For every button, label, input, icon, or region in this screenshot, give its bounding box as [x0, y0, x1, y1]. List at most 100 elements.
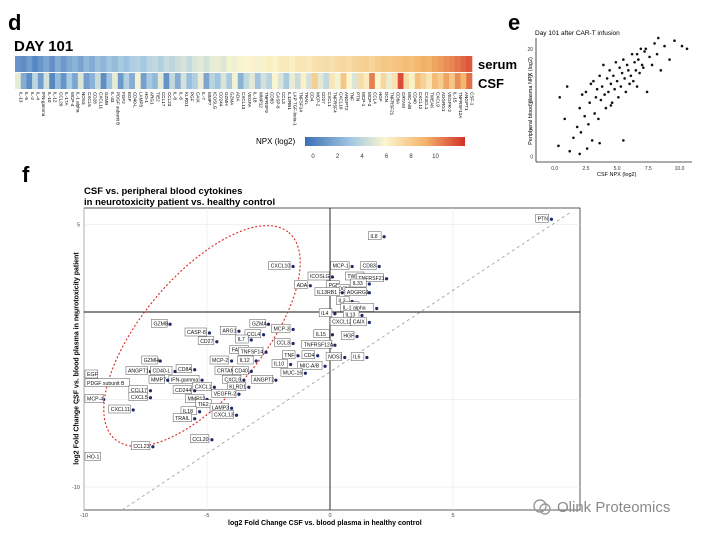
- scatter-e-point: [624, 90, 628, 94]
- heatmap-cell-serum: [129, 56, 136, 72]
- heatmap-analyte-label: GZMB: [104, 92, 109, 105]
- scatter-f-label-box: [271, 359, 288, 368]
- heatmap-cell-csf: [272, 73, 279, 89]
- scatter-f-point: [261, 333, 266, 337]
- heatmap-analyte-label: VEGFR-2: [447, 92, 452, 112]
- heatmap-cell-serum: [106, 56, 113, 72]
- scatter-f-label-box: [271, 324, 291, 333]
- scatter-e-title: Day 101 after CAR-T infusion: [535, 30, 620, 37]
- heatmap-cell-serum: [77, 56, 84, 72]
- scatter-e-point: [585, 147, 589, 150]
- heatmap-cell-serum: [260, 56, 267, 72]
- heatmap-cell-serum: [94, 56, 101, 72]
- heatmap-analyte-labels: IL-13 IL-5 IL-2 IL-4 IFN-gamma IL-10 IL-12 CCL2…: [18, 92, 474, 126]
- heatmap-cell-csf: [26, 73, 33, 89]
- heatmap-cell-csf: [32, 73, 39, 89]
- heatmap-analyte-label: CD244: [218, 92, 223, 107]
- scatter-f-point: [200, 378, 204, 382]
- heatmap-analyte-label: TWEAK: [430, 92, 435, 109]
- heatmap-cell-csf: [277, 73, 284, 89]
- scatter-e-point: [589, 82, 593, 86]
- scatter-f-label: IL18: [183, 409, 193, 415]
- scatter-f-label: CCL4: [247, 332, 260, 338]
- scatter-f-label-box: [192, 382, 212, 391]
- heatmap-analyte-label: IL-1 alpha: [75, 92, 80, 113]
- scatter-e-point: [558, 96, 562, 99]
- heatmap-cell-csf: [409, 73, 416, 89]
- heatmap-cell-csf: [249, 73, 256, 89]
- scatter-e-point: [592, 79, 595, 83]
- heatmap-cell-serum: [357, 56, 364, 72]
- heatmap-cell-serum: [226, 56, 233, 72]
- scatter-f-label: IL12: [240, 358, 250, 364]
- heatmap-cell-serum: [294, 56, 301, 72]
- scatter-f-label: EGF: [87, 372, 98, 378]
- scatter-f-point: [254, 359, 258, 363]
- scatter-e-point: [659, 69, 663, 72]
- heatmap-cell-csf: [329, 73, 336, 89]
- heatmap-analyte-label: CXCL1: [327, 92, 332, 107]
- scatter-f-point: [296, 354, 300, 358]
- scatter-e-point: [590, 139, 594, 142]
- scatter-f-label-box: [282, 350, 296, 359]
- heatmap-cell-serum: [466, 56, 473, 72]
- scatter-e-point: [583, 114, 586, 118]
- scatter-f-title-line2: in neurotoxicity patient vs. healthy con…: [84, 197, 276, 208]
- scatter-f-label-box: [108, 404, 131, 414]
- heatmap-cell-csf: [369, 73, 376, 89]
- heatmap-analyte-label: LAP TGF-beta-1: [293, 92, 298, 126]
- colorbar-tick: 0: [311, 154, 315, 160]
- scatter-f-label-box: [175, 364, 192, 373]
- scatter-f-label: CD83: [363, 264, 376, 270]
- scatter-f-point: [249, 369, 253, 374]
- scatter-f-point: [350, 264, 354, 269]
- heatmap-cell-serum: [117, 56, 124, 72]
- heatmap-cell-csf: [254, 73, 261, 89]
- scatter-e-x-tick: 7.5: [645, 166, 652, 172]
- heatmap-cell-csf: [454, 73, 461, 89]
- scatter-f-label: HGF: [343, 334, 354, 340]
- heatmap-cell-serum: [214, 56, 221, 72]
- scatter-e-point: [565, 85, 569, 88]
- scatter-f-x-tick: 5: [451, 513, 454, 519]
- heatmap-cell-csf: [15, 73, 22, 89]
- heatmap-cell-serum: [232, 56, 239, 72]
- heatmap-cell-csf: [169, 73, 176, 89]
- scatter-f-label-box: [184, 327, 207, 337]
- heatmap-cell-csf: [134, 73, 141, 89]
- scatter-f-label: CXCL1: [195, 384, 212, 390]
- scatter-f-label: ARG1: [222, 328, 236, 334]
- scatter-f-label: CD27: [200, 339, 213, 345]
- scatter-e-point: [614, 60, 618, 64]
- heatmap-analyte-label: IL-6: [178, 92, 183, 100]
- scatter-f-label: IL8: [370, 234, 377, 240]
- heatmap-cell-csf: [192, 73, 199, 89]
- scatter-f-point: [330, 333, 335, 337]
- scatter-f-point: [377, 264, 381, 269]
- watermark: Olink Proteomics: [532, 497, 670, 517]
- scatter-e-point: [609, 82, 613, 86]
- scatter-e-point: [603, 93, 606, 96]
- scatter-e-point: [619, 85, 623, 88]
- heatmap-cell-serum: [449, 56, 456, 72]
- scatter-e-point: [623, 77, 626, 80]
- scatter-f-label-box: [274, 338, 291, 347]
- heatmap-cell-csf: [386, 73, 393, 89]
- heatmap-cell-csf: [340, 73, 347, 89]
- scatter-f-label: CAIX: [353, 320, 366, 326]
- heatmap-cell-csf: [146, 73, 153, 89]
- scatter-f-label-box: [172, 385, 192, 394]
- scatter-f-label: PGF: [329, 283, 340, 289]
- heatmap-analyte-label: TNFRSF4: [333, 92, 338, 113]
- heatmap-cell-csf: [220, 73, 227, 89]
- scatter-f-label-box: [301, 340, 333, 349]
- scatter-f-label: CXCL12: [332, 320, 352, 326]
- scatter-f-label-box: [294, 280, 308, 289]
- heatmap-csf-row: [15, 73, 473, 89]
- scatter-e-points: [557, 36, 689, 156]
- scatter-e-point: [568, 149, 571, 153]
- heatmap-cell-csf: [443, 73, 450, 89]
- scatter-f-point: [148, 389, 153, 393]
- scatter-f-label-box: [238, 347, 264, 356]
- scatter-e-point: [607, 90, 610, 94]
